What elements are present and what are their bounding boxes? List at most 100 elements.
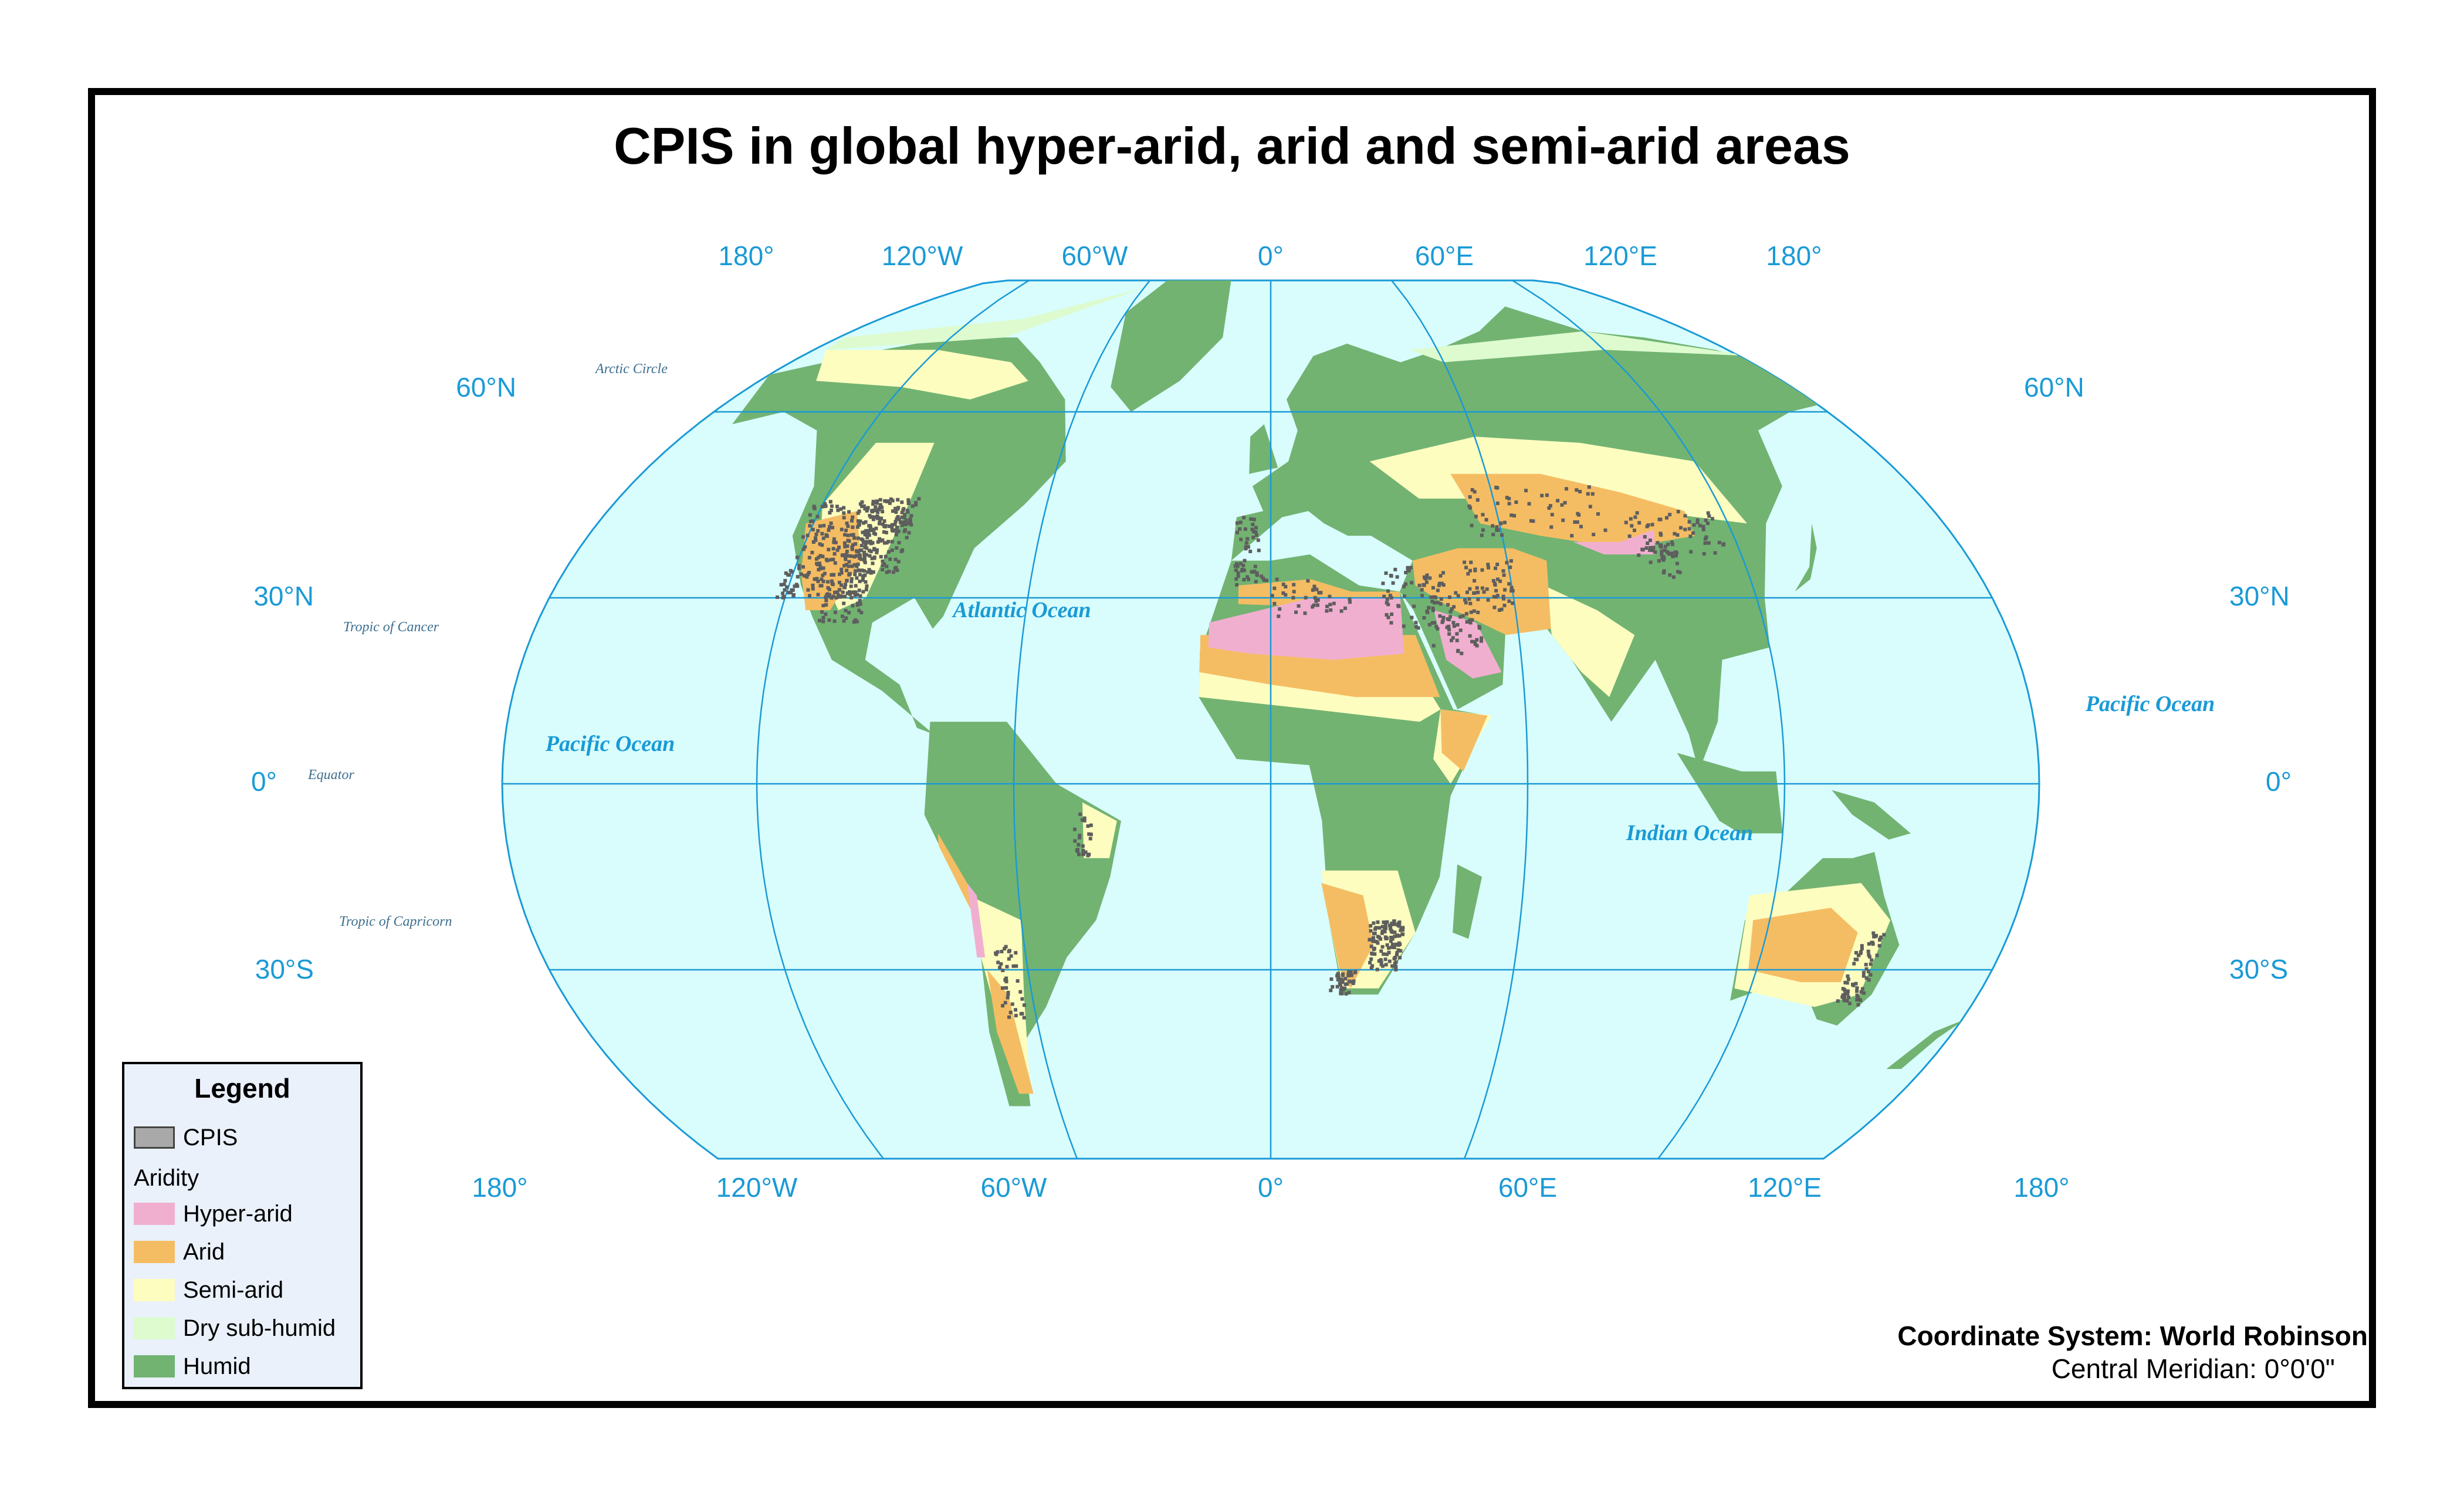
cpis-dot [820,532,824,536]
cpis-dot [1481,528,1485,532]
cpis-dot [1492,581,1497,585]
cpis-dot [1465,590,1469,594]
cpis-dot [840,567,844,571]
atacama-hyper-arid [967,883,986,957]
cpis-dot [1254,526,1258,530]
cpis-dot [1468,495,1472,499]
brazil-semi-arid [1082,802,1117,858]
cpis-dot [1336,977,1340,981]
cpis-dot [893,522,897,526]
cpis-dot [1473,640,1477,644]
cpis-dot [850,564,854,568]
cpis-dot [1511,588,1515,593]
cpis-dot [1650,523,1654,527]
cpis-dot [1512,514,1517,518]
cpis-dot [1643,535,1647,539]
cpis-dot [901,521,904,524]
indian-ocean-label: Indian Ocean [1626,821,1753,845]
cpis-dot [857,588,861,593]
cpis-dot [1379,949,1383,953]
cpis-dot [855,603,859,607]
cpis-dot [1698,523,1702,527]
cpis-dot [847,590,851,594]
cpis-dot [831,594,835,598]
cpis-dot [878,497,882,502]
cpis-dot [1630,524,1634,528]
cpis-dot [1006,992,1010,996]
cpis-dot [1701,527,1705,532]
cpis-dot [1238,520,1243,524]
cpis-dot [895,517,899,522]
cpis-dot [808,594,811,598]
cpis-dot [871,510,875,514]
cpis-dot [1235,521,1239,525]
cpis-dot [1421,583,1426,587]
cpis-dot [837,546,841,550]
cpis-dot [1369,929,1373,933]
cpis-dot [1434,625,1439,629]
cpis-dot [1373,927,1377,931]
cpis-dot [1439,574,1443,578]
cpis-dot [1852,983,1856,987]
cpis-dot [1660,549,1664,553]
cpis-dot [879,539,883,543]
cpis-dot [1402,584,1406,588]
cpis-dot [879,505,883,509]
cpis-dot [1078,813,1082,816]
cpis-dot [891,570,895,574]
cpis-dot [1349,973,1353,977]
cpis-dot [844,557,848,561]
cpis-dot [1386,615,1390,620]
cpis-dot [1379,960,1383,964]
cpis-dot [858,573,862,577]
cpis-dot [1372,936,1376,940]
cpis-dot [1007,949,1011,953]
cpis-dot [1390,945,1394,949]
cpis-dot [821,573,825,577]
cpis-dot [1404,582,1408,586]
cpis-dot [1509,585,1514,590]
cpis-dot [811,519,815,523]
cpis-dot [908,520,912,524]
new-zealand-land [1886,1019,1965,1069]
cpis-dot [1397,920,1402,924]
cpis-dot [1369,924,1373,928]
cpis-dot [1633,529,1636,532]
cpis-dot [1856,995,1860,999]
cpis-dot [1659,543,1663,547]
cpis-dot [863,533,867,537]
bottom-lon-label-180w: 180° [472,1172,527,1203]
cpis-dot [1854,951,1858,955]
land-layer [732,280,1965,1106]
cpis-dot [854,542,857,546]
cpis-dot [1633,515,1637,519]
australia-arid [1748,908,1858,983]
cpis-dot [1448,615,1453,619]
cpis-dot [854,554,858,558]
cpis-dot [1242,516,1246,520]
cpis-dot [1648,539,1652,542]
cpis-dot [895,526,899,530]
cpis-dot [914,503,918,507]
cpis-dot [1451,636,1455,640]
cpis-dot [867,568,871,572]
cpis-dot [816,593,820,597]
cpis-dot [823,571,827,576]
cpis-dot [1463,598,1467,602]
cpis-dot [835,590,840,594]
cpis-dot [851,604,855,608]
cpis-dot [1860,987,1864,991]
cpis-dot [1468,621,1473,625]
cpis-dot [1485,587,1489,591]
cpis-dot [796,575,800,579]
cpis-dot [1235,583,1239,587]
cpis-dot [851,543,855,547]
cpis-dot [852,554,857,559]
cpis-dot [820,610,824,614]
cpis-dot [1252,530,1255,534]
cpis-dot [1332,601,1336,605]
cpis-dot [811,583,815,587]
cpis-dot [1856,953,1860,957]
cpis-dot [1866,970,1870,974]
